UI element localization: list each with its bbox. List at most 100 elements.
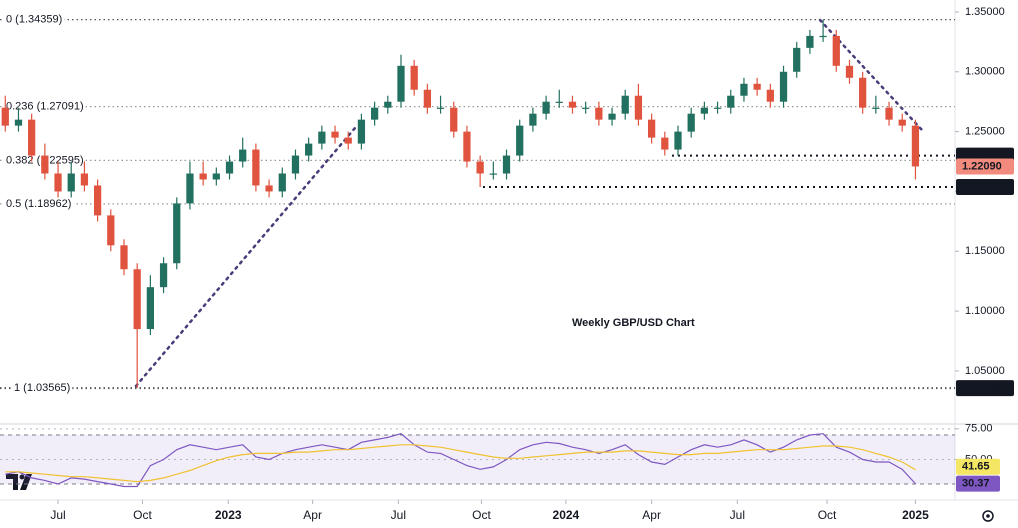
- candle-body: [14, 119, 23, 126]
- candle-body: [687, 113, 695, 132]
- candle-body: [872, 107, 880, 109]
- candle-body: [806, 35, 814, 48]
- candle-body: [608, 113, 616, 120]
- rsi-marker-label: 30.37: [962, 477, 990, 489]
- candle-body: [212, 173, 220, 180]
- candle-body: [911, 125, 920, 167]
- x-tick-label: Apr: [303, 508, 322, 522]
- candle-body: [1, 107, 9, 126]
- candle-body: [278, 173, 286, 192]
- fib-label-bg: [4, 13, 65, 26]
- candle-body: [384, 101, 392, 108]
- candle-body: [819, 35, 827, 38]
- price-marker-bg: [956, 380, 1014, 397]
- candle-body: [582, 107, 590, 109]
- y-tick-label: 1.25000: [965, 126, 1005, 138]
- y-tick-label: 1.35000: [965, 6, 1005, 18]
- candle-body: [252, 149, 260, 186]
- candle-body: [186, 173, 194, 204]
- candle-body: [318, 131, 326, 144]
- candle-body: [159, 263, 168, 288]
- candle-body: [436, 107, 445, 109]
- y-tick-label: 1.10000: [965, 305, 1005, 317]
- fib-label-bg: [12, 382, 73, 395]
- chart-title: Weekly GBP/USD Chart: [572, 317, 695, 329]
- candle-body: [450, 107, 458, 132]
- rsi-marker-label: 41.65: [962, 461, 990, 473]
- candle-body: [357, 119, 366, 144]
- candle-body: [80, 173, 89, 186]
- candle-body: [41, 155, 49, 174]
- candle-body: [463, 131, 471, 162]
- candle-body: [555, 101, 563, 103]
- candle-body: [845, 65, 854, 78]
- tv-logo: [6, 474, 32, 490]
- x-tick-label: 2024: [553, 508, 580, 522]
- fib-label-bg: [4, 100, 86, 113]
- candle-body: [832, 35, 840, 66]
- candle-body: [727, 95, 735, 108]
- x-tick-label: Jul: [730, 508, 745, 522]
- settings-icon[interactable]: [982, 510, 994, 522]
- candle-body: [859, 77, 867, 108]
- candle-body: [753, 83, 761, 90]
- candle-body: [674, 131, 682, 150]
- rsi-marker-bg: [956, 475, 1000, 492]
- candle-body: [634, 95, 643, 120]
- y-tick-label: 1.30000: [965, 66, 1005, 78]
- candle-body: [568, 101, 577, 108]
- candle-body: [397, 65, 405, 102]
- candle-body: [225, 161, 234, 174]
- candle-body: [885, 107, 893, 120]
- candle-body: [331, 131, 339, 138]
- candle-body: [344, 137, 352, 144]
- price-marker-bg: [956, 158, 1014, 175]
- candle-body: [516, 125, 524, 156]
- candle-body: [502, 155, 511, 174]
- candle-body: [542, 101, 550, 114]
- candle-body: [595, 107, 603, 120]
- trendline: [134, 126, 357, 388]
- price-marker-label: 1.22090: [962, 160, 1002, 172]
- fib-label-bg: [4, 197, 74, 210]
- rsi-tick-label: 75.00: [965, 423, 993, 435]
- candle-body: [146, 287, 155, 330]
- candle-body: [740, 83, 748, 96]
- x-tick-label: Oct: [818, 508, 837, 522]
- price-marker-label: 1.20371: [962, 181, 1002, 193]
- candle-body: [54, 173, 62, 192]
- rsi-band: [0, 434, 955, 485]
- fib-label: 0.5 (1.18962): [6, 198, 71, 210]
- candle-body: [265, 185, 273, 192]
- candle-body: [476, 161, 484, 174]
- candle-body: [199, 173, 207, 180]
- x-tick-label: Oct: [472, 508, 491, 522]
- x-tick-label: Oct: [133, 508, 152, 522]
- candle-body: [410, 65, 418, 90]
- candle-body: [133, 269, 141, 330]
- price-marker-label: 1.03565: [962, 382, 1002, 394]
- candle-body: [370, 107, 379, 120]
- x-tick-label: 2025: [902, 508, 929, 522]
- candle-body: [173, 203, 181, 264]
- y-tick-label: 1.15000: [965, 245, 1005, 257]
- candle-body: [713, 107, 722, 109]
- rsi-line: [5, 433, 916, 488]
- candle-body: [93, 185, 102, 216]
- y-tick-label: 1.05000: [965, 365, 1005, 377]
- candle-body: [661, 137, 669, 150]
- candle-body: [239, 149, 247, 162]
- candle-body: [423, 89, 432, 108]
- candle-body: [107, 215, 115, 246]
- candle-body: [766, 89, 774, 102]
- candle-body: [779, 71, 788, 102]
- candle-body: [700, 107, 709, 114]
- trendline: [818, 18, 924, 132]
- candle-body: [898, 119, 906, 126]
- rsi-marker-bg: [956, 458, 1000, 475]
- x-tick-label: 2023: [215, 508, 242, 522]
- candle-body: [529, 113, 537, 126]
- candle-body: [305, 143, 313, 156]
